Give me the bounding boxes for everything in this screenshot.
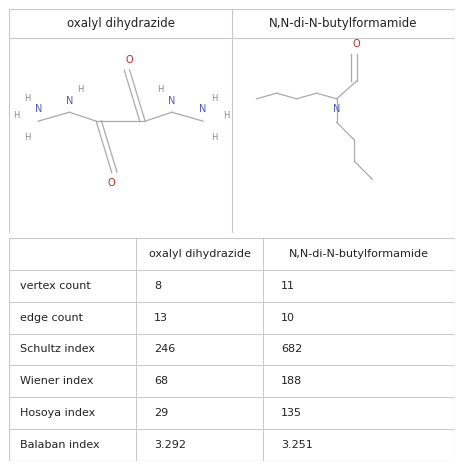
Text: 11: 11 [281,281,294,291]
Text: H: H [157,85,163,94]
Text: H: H [24,133,30,143]
Text: N: N [66,96,73,106]
Text: N,N-di-N-butylformamide: N,N-di-N-butylformamide [269,17,417,30]
Text: Schultz index: Schultz index [20,344,95,355]
Text: 68: 68 [154,377,168,386]
Text: oxalyl dihydrazide: oxalyl dihydrazide [149,249,250,259]
Text: H: H [223,111,229,120]
Text: 3.292: 3.292 [154,440,186,450]
Text: H: H [24,94,30,103]
Text: 10: 10 [281,313,294,322]
Text: 246: 246 [154,344,175,355]
Text: vertex count: vertex count [20,281,91,291]
Text: N: N [168,96,175,106]
Text: 29: 29 [154,408,168,418]
Text: 682: 682 [281,344,301,355]
Text: Balaban index: Balaban index [20,440,100,450]
Text: 13: 13 [154,313,168,322]
Text: O: O [108,178,115,188]
Text: O: O [125,55,133,65]
Text: 188: 188 [281,377,301,386]
Text: oxalyl dihydrazide: oxalyl dihydrazide [67,17,174,30]
Text: O: O [352,39,360,49]
Text: H: H [77,85,83,94]
Text: Wiener index: Wiener index [20,377,94,386]
Text: N: N [332,104,340,114]
Text: N: N [34,104,42,114]
Text: edge count: edge count [20,313,83,322]
Text: 3.251: 3.251 [281,440,312,450]
Text: H: H [211,94,217,103]
Text: 135: 135 [281,408,301,418]
Text: N,N-di-N-butylformamide: N,N-di-N-butylformamide [288,249,428,259]
Text: H: H [211,133,217,143]
Text: H: H [13,111,19,120]
Text: 8: 8 [154,281,161,291]
Text: Hosoya index: Hosoya index [20,408,95,418]
Text: N: N [199,104,206,114]
